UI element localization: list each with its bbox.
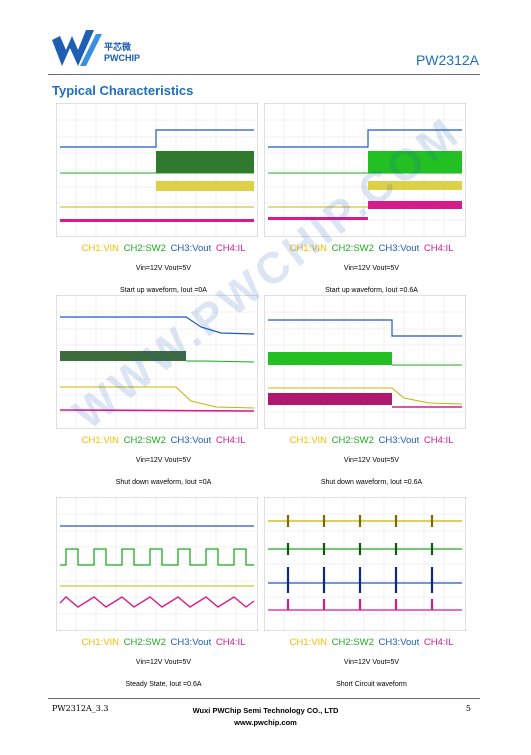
test-condition: Vin=12V Vout=5V: [343, 457, 400, 464]
legend-ch3: CH3:Vout: [378, 637, 420, 648]
legend-ch4: CH4:IL: [215, 637, 246, 648]
test-condition: Vin=12V Vout=5V: [343, 659, 400, 666]
waveform-description: Shut down waveform, Iout =0A: [115, 479, 212, 486]
legend-ch1: CH1:VIN: [81, 435, 120, 446]
waveform-description: Short Circuit waveform: [336, 681, 407, 688]
legend-ch3: CH3:Vout: [170, 637, 212, 648]
footer-divider: [48, 698, 480, 699]
legend-ch4: CH4:IL: [423, 637, 454, 648]
legend-ch2: CH2:SW2: [331, 243, 374, 254]
company-website: www.pwchip.com: [234, 718, 297, 727]
legend-ch4: CH4:IL: [215, 243, 246, 254]
legend-ch3: CH3:Vout: [170, 435, 212, 446]
test-condition: Vin=12V Vout=5V: [135, 265, 192, 272]
legend-ch4: CH4:IL: [423, 435, 454, 446]
test-condition: Vin=12V Vout=5V: [135, 457, 192, 464]
legend-ch2: CH2:SW2: [123, 435, 166, 446]
legend-ch1: CH1:VIN: [289, 243, 328, 254]
page-number: 5: [465, 704, 471, 713]
test-condition: Vin=12V Vout=5V: [343, 265, 400, 272]
logo-english-name: PWCHIP: [104, 53, 140, 63]
scope-waveform-shutdown-0a: [56, 295, 258, 429]
channel-legend: CH1:VIN CH2:SW2 CH3:Vout CH4:IL: [264, 637, 479, 648]
waveform-description: Shut down waveform, Iout =0.6A: [320, 479, 423, 486]
scope-waveform-shutdown-0p6a: [264, 295, 466, 429]
pwchip-logo: [52, 30, 102, 66]
scope-waveform-short-circuit: [264, 497, 466, 631]
legend-ch1: CH1:VIN: [289, 637, 328, 648]
channel-legend: CH1:VIN CH2:SW2 CH3:Vout CH4:IL: [56, 243, 271, 254]
legend-ch3: CH3:Vout: [378, 243, 420, 254]
legend-ch2: CH2:SW2: [331, 637, 374, 648]
legend-ch2: CH2:SW2: [123, 637, 166, 648]
legend-ch4: CH4:IL: [215, 435, 246, 446]
channel-legend: CH1:VIN CH2:SW2 CH3:Vout CH4:IL: [264, 243, 479, 254]
scope-waveform-startup-0a: …: [56, 103, 258, 237]
svg-text:…: …: [58, 232, 61, 236]
section-title: Typical Characteristics: [52, 83, 194, 98]
waveform-description: Steady State, Iout =0.6A: [125, 681, 202, 688]
test-condition: Vin=12V Vout=5V: [135, 659, 192, 666]
legend-ch3: CH3:Vout: [170, 243, 212, 254]
header-divider: [48, 74, 480, 75]
logo-chinese-name: 平芯微: [104, 43, 132, 53]
legend-ch3: CH3:Vout: [378, 435, 420, 446]
part-number: PW2312A: [415, 52, 479, 68]
waveform-description: Start up waveform, Iout =0A: [120, 287, 207, 294]
scope-waveform-steady-state: [56, 497, 258, 631]
company-name: Wuxi PWChip Semi Technology CO., LTD: [192, 706, 339, 715]
legend-ch1: CH1:VIN: [289, 435, 328, 446]
legend-ch2: CH2:SW2: [123, 243, 166, 254]
scope-waveform-startup-0p6a: [264, 103, 466, 237]
legend-ch1: CH1:VIN: [81, 637, 120, 648]
legend-ch4: CH4:IL: [423, 243, 454, 254]
channel-legend: CH1:VIN CH2:SW2 CH3:Vout CH4:IL: [56, 435, 271, 446]
channel-legend: CH1:VIN CH2:SW2 CH3:Vout CH4:IL: [264, 435, 479, 446]
legend-ch2: CH2:SW2: [331, 435, 374, 446]
channel-legend: CH1:VIN CH2:SW2 CH3:Vout CH4:IL: [56, 637, 271, 648]
waveform-description: Start up waveform, Iout =0.6A: [325, 287, 418, 294]
document-id: PW2312A_3.3: [52, 704, 109, 713]
legend-ch1: CH1:VIN: [81, 243, 120, 254]
